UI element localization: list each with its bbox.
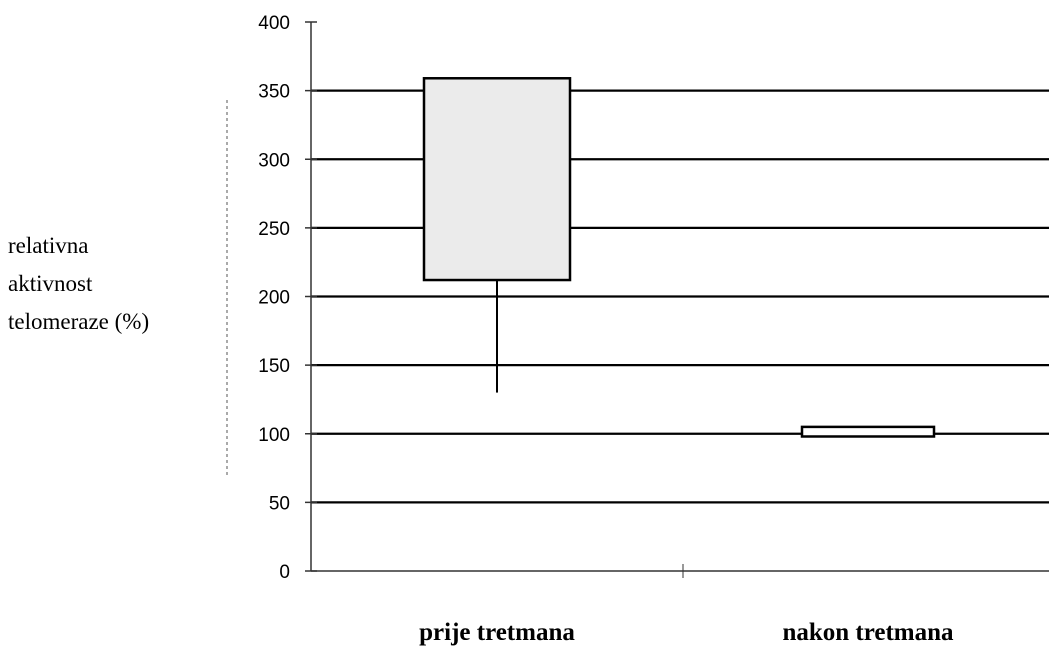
boxes xyxy=(422,77,936,438)
category-label-0: prije tretmana xyxy=(419,619,575,646)
y-axis-label-line-2: aktivnost xyxy=(8,271,93,296)
box-0 xyxy=(422,77,572,282)
y-tick-label-400: 400 xyxy=(258,13,290,34)
y-tick-label-200: 200 xyxy=(258,288,290,309)
y-tick-label-100: 100 xyxy=(258,425,290,446)
y-tick-label-50: 50 xyxy=(269,493,290,514)
y-tick-labels: 0 50 100 150 200 250 300 350 400 xyxy=(258,13,317,583)
axes xyxy=(310,22,1049,578)
y-axis-label-line-1: relativna xyxy=(8,233,88,258)
y-tick-label-150: 150 xyxy=(258,356,290,377)
y-tick-label-250: 250 xyxy=(258,219,290,240)
category-label-1: nakon tretmana xyxy=(782,619,954,646)
box-1 xyxy=(800,425,936,438)
y-tick-label-0: 0 xyxy=(279,562,290,583)
y-axis-label: relativna aktivnost telomeraze (%) xyxy=(8,233,149,334)
category-labels: prije tretmana nakon tretmana xyxy=(419,619,954,646)
y-tick-label-300: 300 xyxy=(258,150,290,171)
gridlines xyxy=(311,89,1049,504)
y-tick-label-350: 350 xyxy=(258,82,290,103)
y-axis-label-line-3: telomeraze (%) xyxy=(8,309,149,334)
